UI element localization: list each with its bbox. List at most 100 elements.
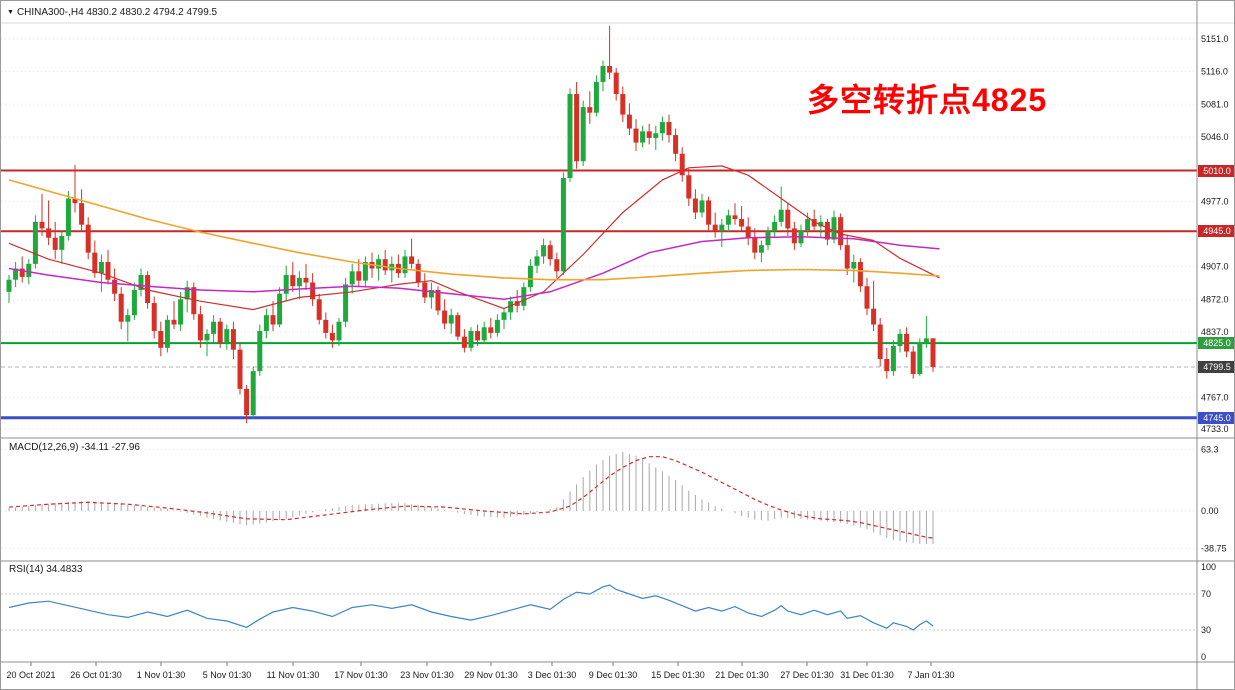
candle-body <box>904 333 910 352</box>
candle-body <box>752 237 758 253</box>
macd-tick-label: 0.00 <box>1201 506 1219 516</box>
ma-fast-red-line <box>8 165 940 311</box>
candle-body <box>653 133 659 138</box>
candle-body <box>362 261 368 281</box>
candle-body <box>864 286 870 309</box>
candle-body <box>349 271 355 285</box>
candle-body <box>336 321 342 341</box>
time-axis[interactable]: 20 Oct 2021 26 Oct 01:30 1 Nov 01:30 5 Nov … <box>6 662 955 680</box>
candle-body <box>673 135 679 154</box>
candle-body <box>230 329 236 350</box>
candle-body <box>257 331 263 372</box>
candle-body <box>415 263 421 283</box>
rsi-tick-label: 100 <box>1201 562 1216 572</box>
candle-body <box>488 327 494 333</box>
time-label: 7 Jan 01:30 <box>907 670 954 680</box>
candle-body <box>138 275 144 290</box>
candle-body <box>178 299 184 325</box>
candle-body <box>541 245 547 257</box>
candle-body <box>560 178 566 272</box>
candle-body <box>917 343 923 374</box>
candle-body <box>158 331 164 348</box>
candle-body <box>646 131 652 138</box>
rsi-indicator-label: RSI(14) 34.4833 <box>9 564 83 575</box>
candle-body <box>811 219 817 227</box>
time-label: 17 Nov 01:30 <box>334 670 388 680</box>
candle-body <box>791 228 797 244</box>
candle-body <box>910 351 916 374</box>
candle-body <box>422 282 428 298</box>
candle-body <box>686 175 692 199</box>
price-tick-label: 5116.0 <box>1201 67 1228 77</box>
time-label: 27 Dec 01:30 <box>780 670 834 680</box>
price-badge-5010.0: 5010.0 <box>1198 165 1234 177</box>
candle-body <box>633 128 639 143</box>
candle-body <box>897 333 903 346</box>
candle-body <box>32 221 38 264</box>
time-label: 9 Dec 01:30 <box>589 670 638 680</box>
price-tick-label: 5046.0 <box>1201 132 1229 142</box>
candle-body <box>310 282 316 300</box>
candle-body <box>805 219 811 231</box>
ma-slow-orange-line <box>8 179 940 281</box>
price-tick-label: 4977.0 <box>1201 196 1229 206</box>
price-tick-label: 4872.0 <box>1201 294 1229 304</box>
candle-body <box>732 215 738 220</box>
time-label: 26 Oct 01:30 <box>70 670 122 680</box>
candle-body <box>92 252 98 274</box>
candle-body <box>666 122 672 136</box>
candle-body <box>39 221 45 229</box>
price-tick-label: 4837.0 <box>1201 327 1229 337</box>
candle-body <box>765 231 771 246</box>
annotation-text: 多空转折点4825 <box>807 82 1048 118</box>
candle-body <box>59 235 65 250</box>
macd-indicator-label: MACD(12,26,9) -34.11 -27.96 <box>9 442 140 453</box>
time-label: 11 Nov 01:30 <box>267 670 320 680</box>
candle-body <box>739 219 745 227</box>
candle-body <box>118 293 124 322</box>
candle-body <box>263 315 269 332</box>
candle-body <box>772 221 778 232</box>
price-tick-label: 4907.0 <box>1201 262 1229 272</box>
symbol-ohlc-header: ▼ CHINA300-,H4 4830.2 4830.2 4794.2 4799.… <box>7 7 217 18</box>
candle-body <box>725 215 731 225</box>
candle-body <box>778 209 784 222</box>
candle-body <box>237 349 243 389</box>
candle-body <box>719 224 725 232</box>
candle-body <box>758 245 764 253</box>
candle-body <box>475 331 481 341</box>
candle-body <box>409 256 415 264</box>
candle-body <box>620 94 626 115</box>
macd-tick-label: -38.75 <box>1201 544 1227 554</box>
ohlc-values: 4830.2 4830.2 4794.2 4799.5 <box>86 7 218 18</box>
candle-body <box>382 259 388 271</box>
candle-body <box>534 256 540 266</box>
rsi-panel <box>1 584 1197 631</box>
rsi-tick-label: 30 <box>1201 625 1211 635</box>
candle-body <box>745 226 751 238</box>
one-click-trading-arrow-icon[interactable]: ▼ <box>7 9 14 16</box>
candle-body <box>838 217 844 246</box>
candle-body <box>250 371 256 416</box>
candle-body <box>851 261 857 269</box>
time-label: 20 Oct 2021 <box>6 670 55 680</box>
candle-body <box>567 94 573 179</box>
candle-body <box>785 209 791 229</box>
candle-body <box>151 303 157 332</box>
price-axis[interactable]: 5151.0 5116.0 5081.0 5046.0 4977.0 4907.0 4872… <box>1201 34 1229 662</box>
candle-body <box>435 289 441 311</box>
candle-body <box>184 287 190 300</box>
candle-body <box>125 315 131 322</box>
price-badge-4799.5: 4799.5 <box>1198 361 1234 373</box>
time-label: 5 Nov 01:30 <box>203 670 252 680</box>
macd-panel <box>1 449 1197 550</box>
rsi-tick-label: 70 <box>1201 589 1211 599</box>
candle-body <box>164 319 170 348</box>
candle-body <box>26 263 32 277</box>
candle-body <box>46 228 52 238</box>
candle-body <box>6 279 12 292</box>
time-label: 3 Dec 01:30 <box>528 670 577 680</box>
candle-body <box>191 287 197 315</box>
candle-body <box>607 66 613 73</box>
